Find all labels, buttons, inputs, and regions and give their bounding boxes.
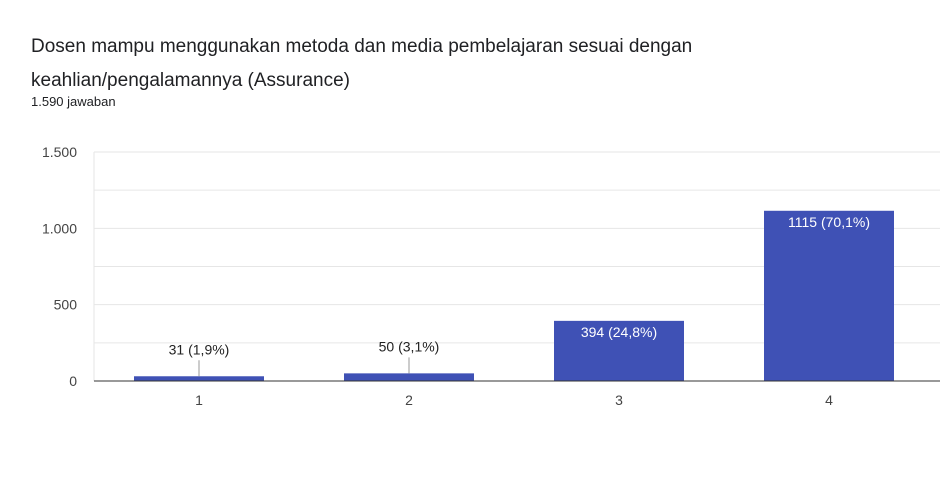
y-tick-label: 500 [54, 297, 78, 313]
x-tick-label: 2 [405, 392, 413, 408]
y-tick-label: 1.500 [42, 144, 77, 160]
x-tick-label: 1 [195, 392, 203, 408]
x-tick-label: 3 [615, 392, 623, 408]
data-label: 394 (24,8%) [581, 324, 657, 340]
y-axis-ticks: 0 500 1.000 1.500 [42, 144, 77, 389]
response-count: 1.590 jawaban [31, 94, 116, 109]
y-tick-label: 1.000 [42, 220, 77, 236]
bar [134, 376, 264, 381]
data-label: 50 (3,1%) [379, 338, 440, 354]
chart-title: Dosen mampu menggunakan metoda dan media… [31, 36, 693, 91]
bars: 31 (1,9%) 50 (3,1%) 394 (24,8%) 1115 (70,1%… [134, 210, 894, 381]
x-axis-ticks: 1 2 3 4 [195, 392, 833, 408]
bar [764, 210, 894, 381]
data-label: 31 (1,9%) [169, 341, 230, 357]
data-label: 1115 (70,1%) [788, 214, 870, 230]
bar [344, 373, 474, 381]
x-tick-label: 4 [825, 392, 833, 408]
bar [554, 320, 684, 381]
y-tick-label: 0 [69, 373, 77, 389]
